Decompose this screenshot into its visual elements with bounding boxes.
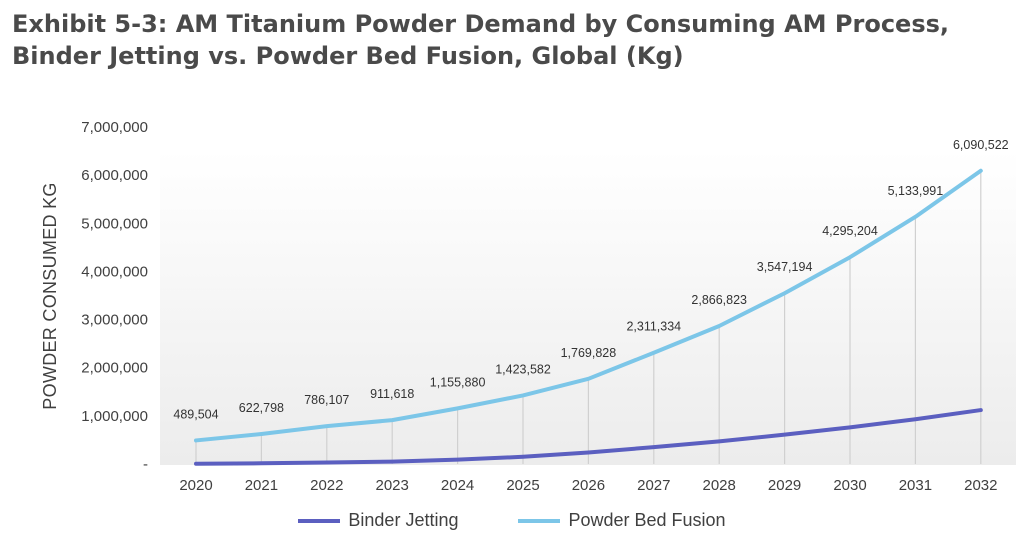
data-label: 2,866,823 xyxy=(691,293,747,307)
y-tick-label: 2,000,000 xyxy=(81,360,148,377)
y-axis-label: POWDER CONSUMED KG xyxy=(40,182,60,409)
x-axis-ticks: 2020 2021 2022 2023 2024 2025 2026 2027 2028 2029… xyxy=(179,477,997,494)
x-tick-label: 2020 xyxy=(179,477,212,494)
y-tick-label: 6,000,000 xyxy=(81,167,148,184)
y-tick-label: 4,000,000 xyxy=(81,263,148,280)
x-tick-label: 2030 xyxy=(833,477,866,494)
legend-label-binder-jetting: Binder Jetting xyxy=(348,510,459,530)
x-tick-label: 2028 xyxy=(703,477,736,494)
x-tick-label: 2023 xyxy=(376,477,409,494)
powder-bed-fusion-line xyxy=(194,168,983,443)
y-axis-ticks: - 1,000,000 2,000,000 3,000,000 4,000,000 5,0… xyxy=(81,119,148,473)
legend-item-powder-bed-fusion[interactable]: Powder Bed Fusion xyxy=(518,510,726,531)
y-tick-label: 3,000,000 xyxy=(81,312,148,329)
x-tick-label: 2025 xyxy=(506,477,539,494)
legend: Binder Jetting Powder Bed Fusion xyxy=(0,510,1024,531)
legend-item-binder-jetting[interactable]: Binder Jetting xyxy=(298,510,458,531)
x-tick-label: 2024 xyxy=(441,477,474,494)
x-tick-label: 2029 xyxy=(768,477,801,494)
legend-swatch-binder-jetting xyxy=(298,518,341,523)
data-label: 489,504 xyxy=(173,407,218,421)
data-label: 6,090,522 xyxy=(953,138,1009,152)
legend-swatch-powder-bed-fusion xyxy=(518,518,561,523)
legend-label-powder-bed-fusion: Powder Bed Fusion xyxy=(568,510,726,530)
data-label: 786,107 xyxy=(304,393,349,407)
x-tick-label: 2027 xyxy=(637,477,670,494)
chart-title-line-2: Binder Jetting vs. Powder Bed Fusion, Gl… xyxy=(12,42,684,70)
data-label: 622,798 xyxy=(239,401,284,415)
data-label: 1,155,880 xyxy=(430,375,486,389)
chart-title-line-1: Exhibit 5-3: AM Titanium Powder Demand b… xyxy=(12,10,950,38)
data-label: 2,311,334 xyxy=(626,320,681,334)
x-tick-label: 2031 xyxy=(899,477,932,494)
series-lines xyxy=(194,168,983,466)
x-tick-label: 2021 xyxy=(245,477,278,494)
data-labels: 489,504 622,798 786,107 911,618 1,155,880 1,4… xyxy=(173,138,1008,422)
y-tick-label: 7,000,000 xyxy=(81,119,148,136)
y-tick-label: 1,000,000 xyxy=(81,408,148,425)
data-label: 1,769,828 xyxy=(561,346,617,360)
data-label: 5,133,991 xyxy=(888,184,944,198)
data-label: 4,295,204 xyxy=(822,224,878,238)
y-tick-label: - xyxy=(143,456,148,473)
data-label: 3,547,194 xyxy=(757,260,813,274)
binder-jetting-line xyxy=(194,408,983,466)
chart-title: Exhibit 5-3: AM Titanium Powder Demand b… xyxy=(12,8,1012,72)
drop-lines xyxy=(195,170,982,464)
data-label: 911,618 xyxy=(370,387,414,401)
x-tick-label: 2022 xyxy=(310,477,343,494)
y-tick-label: 5,000,000 xyxy=(81,215,148,232)
x-tick-label: 2032 xyxy=(964,477,997,494)
x-tick-label: 2026 xyxy=(572,477,605,494)
data-label: 1,423,582 xyxy=(495,362,551,376)
